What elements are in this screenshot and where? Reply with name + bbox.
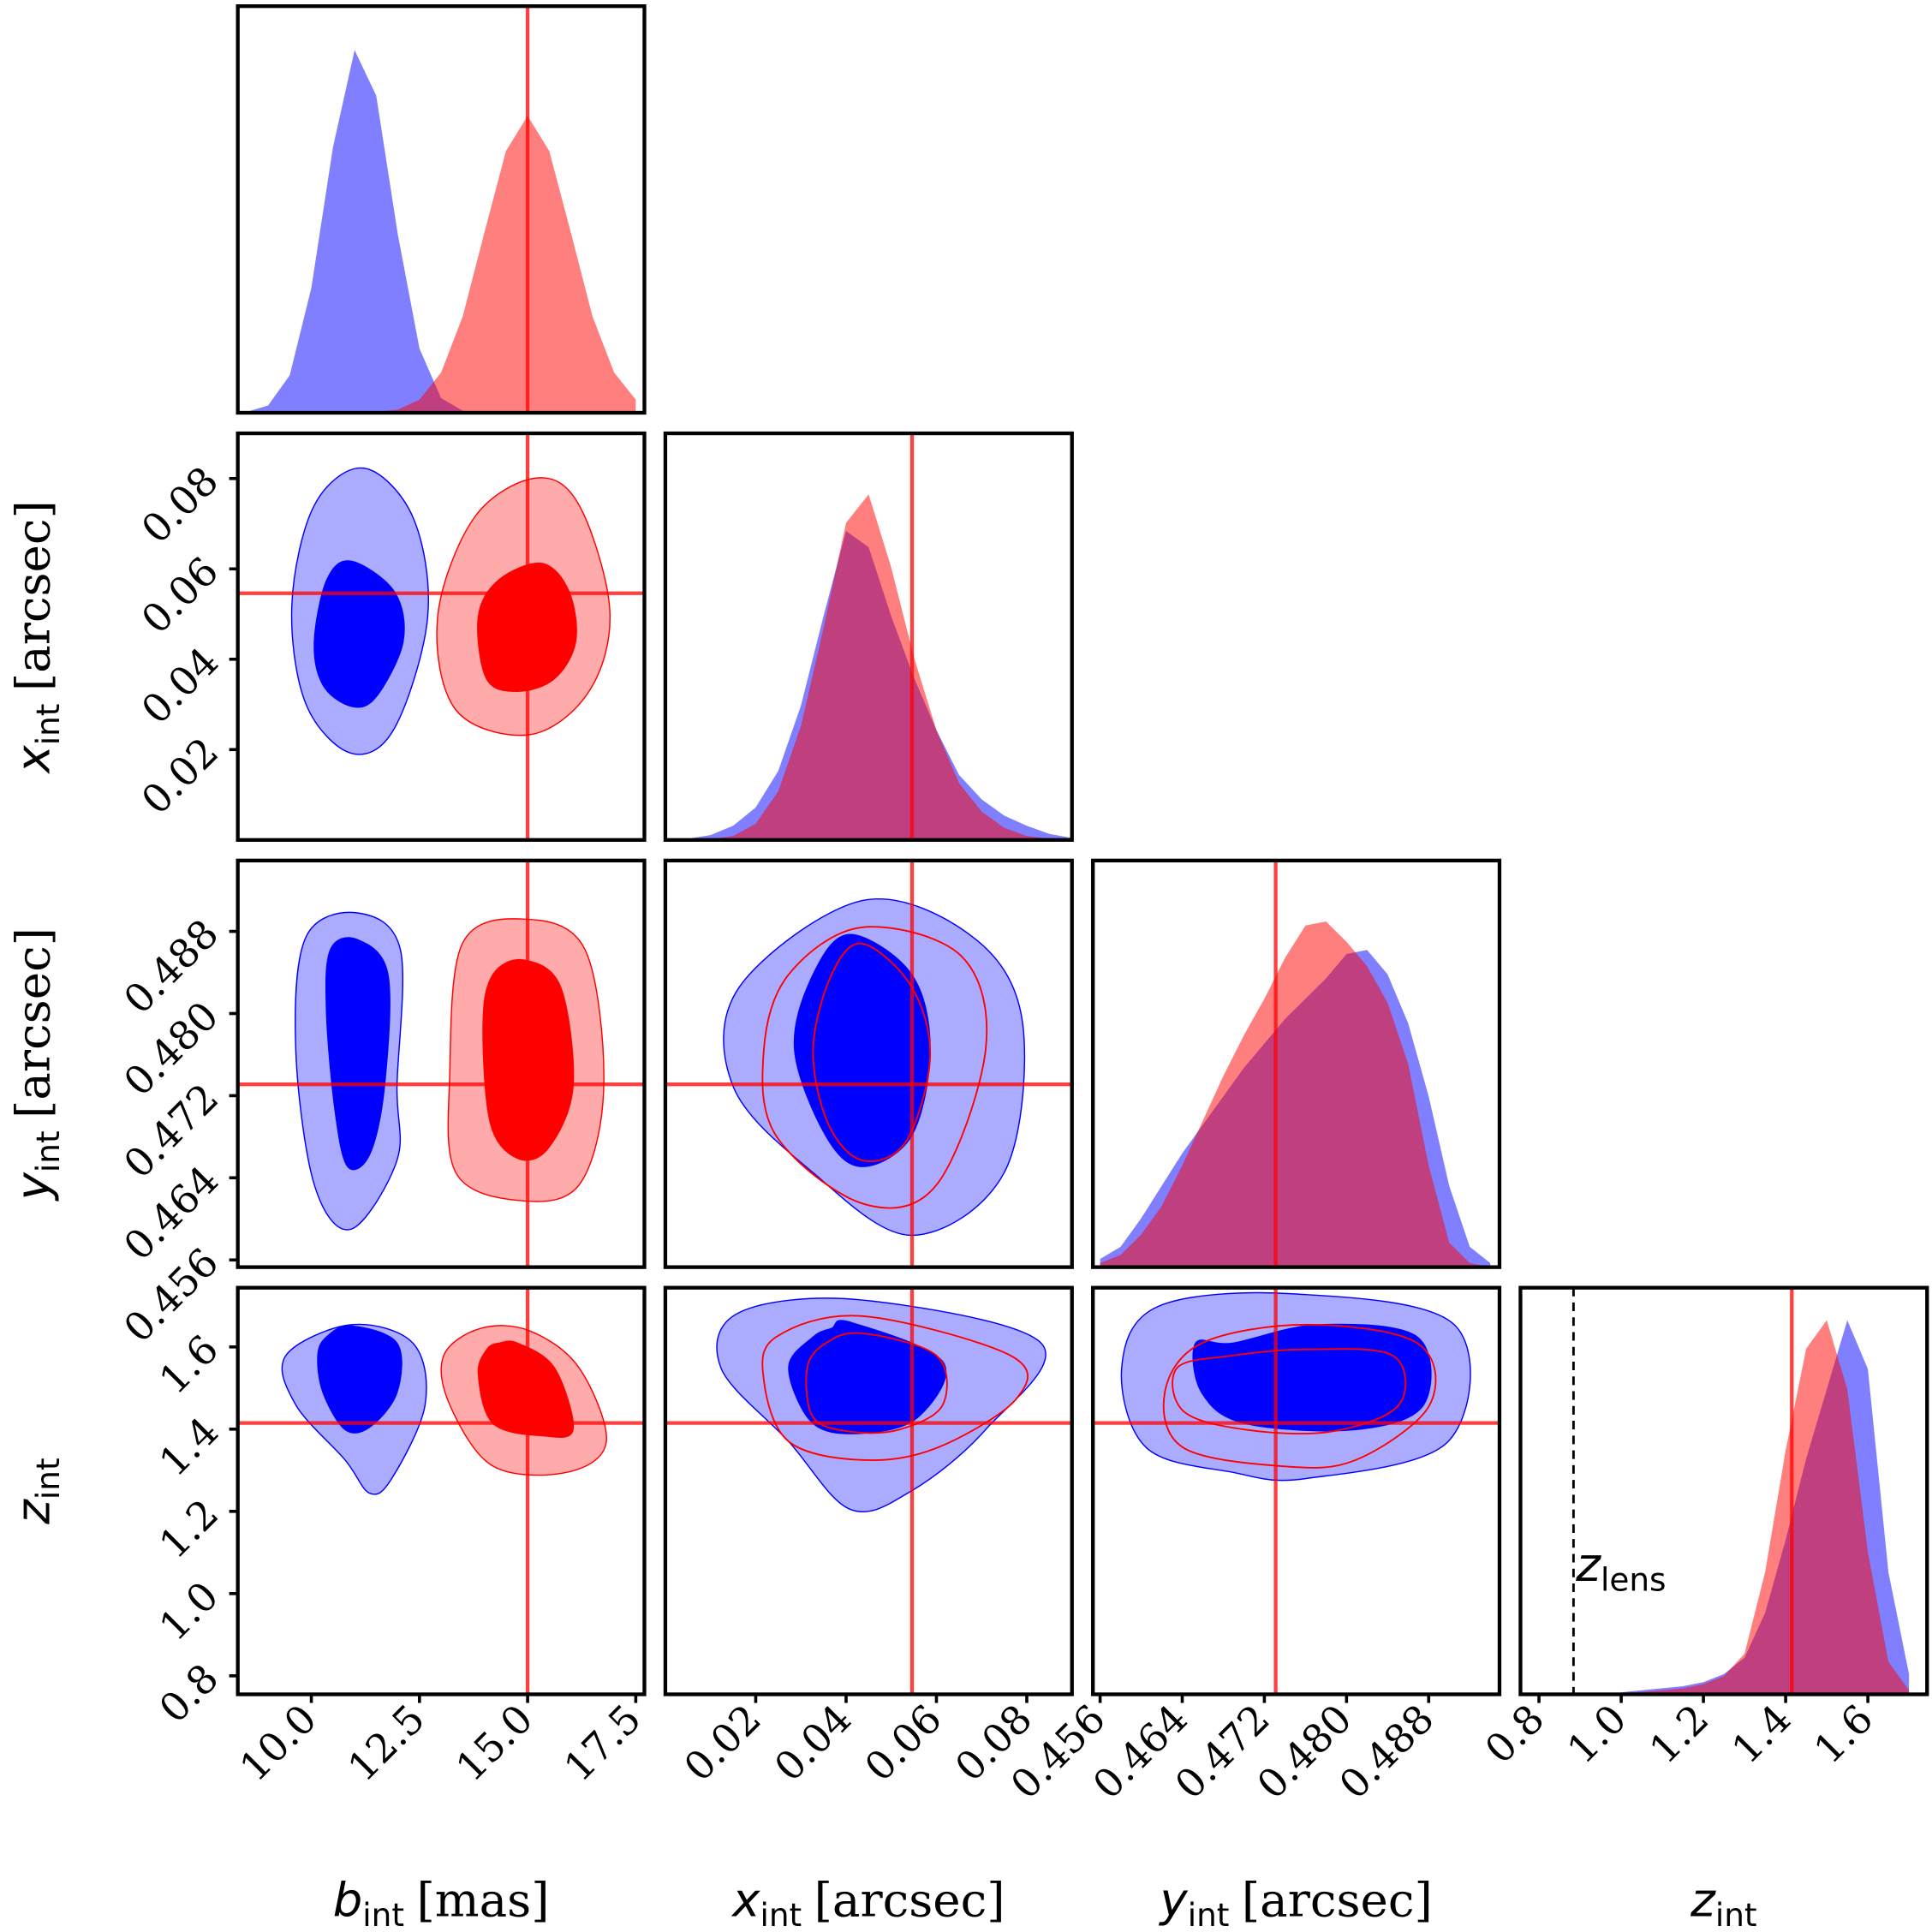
y-axis-label: yint [arcsec] bbox=[6, 927, 68, 1202]
y-tick-label: 1.0 bbox=[150, 1572, 227, 1649]
contour bbox=[317, 1325, 402, 1434]
panel-frame bbox=[1091, 858, 1502, 1269]
contour-panel bbox=[237, 860, 645, 1267]
panel-frame bbox=[236, 858, 647, 1269]
y-axis-label: zint bbox=[6, 1458, 68, 1524]
x-tick-label: 0.464 bbox=[1084, 1696, 1196, 1808]
contour bbox=[788, 1320, 947, 1434]
annotation-subscript: lens bbox=[1601, 1561, 1667, 1599]
label-subscript: int bbox=[760, 1896, 802, 1932]
x-tick-label: 15.0 bbox=[447, 1696, 542, 1791]
panel-frame bbox=[236, 4, 647, 415]
y-tick-label: 0.480 bbox=[115, 993, 227, 1105]
panel-frame bbox=[1518, 1285, 1929, 1696]
contour-panel bbox=[237, 1287, 645, 1695]
label-unit: [arcsec] bbox=[814, 1872, 1005, 1927]
label-symbol: z bbox=[6, 1499, 61, 1525]
x-tick-label: 1.4 bbox=[1723, 1696, 1800, 1773]
panel-frame bbox=[663, 1285, 1074, 1696]
panel-frame bbox=[236, 1285, 647, 1696]
density-panel bbox=[1100, 860, 1491, 1267]
label-symbol: x bbox=[6, 745, 61, 775]
density-area bbox=[1621, 1320, 1910, 1695]
x-tick-label: 0.472 bbox=[1166, 1696, 1278, 1808]
annotation-label: zlens bbox=[1575, 1537, 1666, 1599]
x-tick-label: 1.6 bbox=[1805, 1696, 1882, 1773]
x-tick-label: 0.04 bbox=[766, 1696, 861, 1791]
contour bbox=[761, 926, 988, 1209]
contour bbox=[325, 937, 391, 1171]
y-tick-label: 0.08 bbox=[133, 457, 228, 552]
y-tick-label: 0.456 bbox=[115, 1239, 227, 1351]
x-tick-label: 1.2 bbox=[1641, 1696, 1718, 1773]
label-unit: [arcsec] bbox=[6, 927, 61, 1118]
y-tick-label: 0.04 bbox=[133, 638, 228, 733]
label-symbol: x bbox=[730, 1872, 760, 1927]
contour bbox=[812, 943, 932, 1162]
label-subscript: int bbox=[29, 704, 67, 746]
x-tick-label: 0.02 bbox=[675, 1696, 770, 1791]
density-area bbox=[246, 116, 636, 413]
y-tick-label: 0.488 bbox=[115, 910, 227, 1023]
density-panel bbox=[688, 433, 1072, 840]
panel-frame bbox=[236, 431, 647, 842]
density-area bbox=[688, 494, 1072, 840]
contour bbox=[1192, 1323, 1432, 1432]
contour-panel bbox=[665, 860, 1072, 1267]
label-subscript: int bbox=[1188, 1896, 1230, 1932]
label-unit: [arcsec] bbox=[1242, 1872, 1433, 1927]
contour bbox=[805, 1332, 948, 1434]
density-area bbox=[1100, 921, 1491, 1267]
x-tick-label: 0.06 bbox=[856, 1696, 951, 1791]
x-tick-label: 0.8 bbox=[1476, 1696, 1553, 1773]
contour bbox=[793, 933, 931, 1167]
label-symbol: b bbox=[333, 1872, 363, 1927]
annotation-symbol: z bbox=[1575, 1537, 1601, 1592]
label-unit: [arcsec] bbox=[6, 500, 61, 691]
x-axis-label: xint [arcsec] bbox=[730, 1872, 1005, 1932]
contour bbox=[313, 560, 405, 708]
x-tick-label: 17.5 bbox=[555, 1696, 650, 1791]
contour bbox=[761, 1315, 1029, 1461]
contour bbox=[1172, 1348, 1407, 1435]
y-tick-label: 1.4 bbox=[150, 1408, 227, 1485]
x-tick-label: 0.488 bbox=[1330, 1696, 1442, 1808]
label-symbol: y bbox=[6, 1172, 61, 1202]
label-subscript: int bbox=[29, 1130, 67, 1172]
label-subscript: int bbox=[29, 1458, 67, 1500]
x-tick-label: 1.0 bbox=[1559, 1696, 1636, 1773]
x-tick-label: 0.480 bbox=[1248, 1696, 1360, 1808]
label-subscript: int bbox=[362, 1896, 404, 1932]
panel-frame bbox=[663, 858, 1074, 1269]
x-axis-label: yint [arcsec] bbox=[1158, 1872, 1432, 1932]
y-tick-label: 0.472 bbox=[115, 1075, 227, 1187]
y-axis-label: xint [arcsec] bbox=[6, 500, 68, 774]
x-axis-label: bint [mas] bbox=[333, 1872, 550, 1932]
panel-frame bbox=[663, 431, 1074, 842]
contour-panel bbox=[237, 433, 645, 840]
y-tick-label: 1.2 bbox=[150, 1490, 227, 1567]
label-unit: [mas] bbox=[416, 1872, 549, 1927]
panel-frame bbox=[1091, 1285, 1502, 1696]
y-tick-label: 0.8 bbox=[150, 1655, 227, 1732]
density-panel bbox=[1621, 1287, 1910, 1695]
contour bbox=[1162, 1323, 1437, 1469]
label-symbol: y bbox=[1158, 1872, 1188, 1927]
x-tick-label: 10.0 bbox=[230, 1696, 325, 1791]
y-tick-label: 0.06 bbox=[133, 548, 228, 643]
label-symbol: z bbox=[1690, 1872, 1716, 1927]
contour-panel bbox=[1093, 1287, 1500, 1695]
x-tick-label: 12.5 bbox=[339, 1696, 434, 1791]
label-subscript: int bbox=[1715, 1896, 1757, 1932]
y-tick-label: 0.02 bbox=[133, 729, 228, 824]
x-axis-label: zint bbox=[1690, 1872, 1756, 1932]
contour-panel bbox=[665, 1287, 1072, 1695]
density-panel bbox=[246, 6, 636, 413]
y-tick-label: 1.6 bbox=[150, 1326, 227, 1403]
density-area bbox=[246, 50, 636, 413]
y-tick-label: 0.464 bbox=[115, 1157, 227, 1269]
